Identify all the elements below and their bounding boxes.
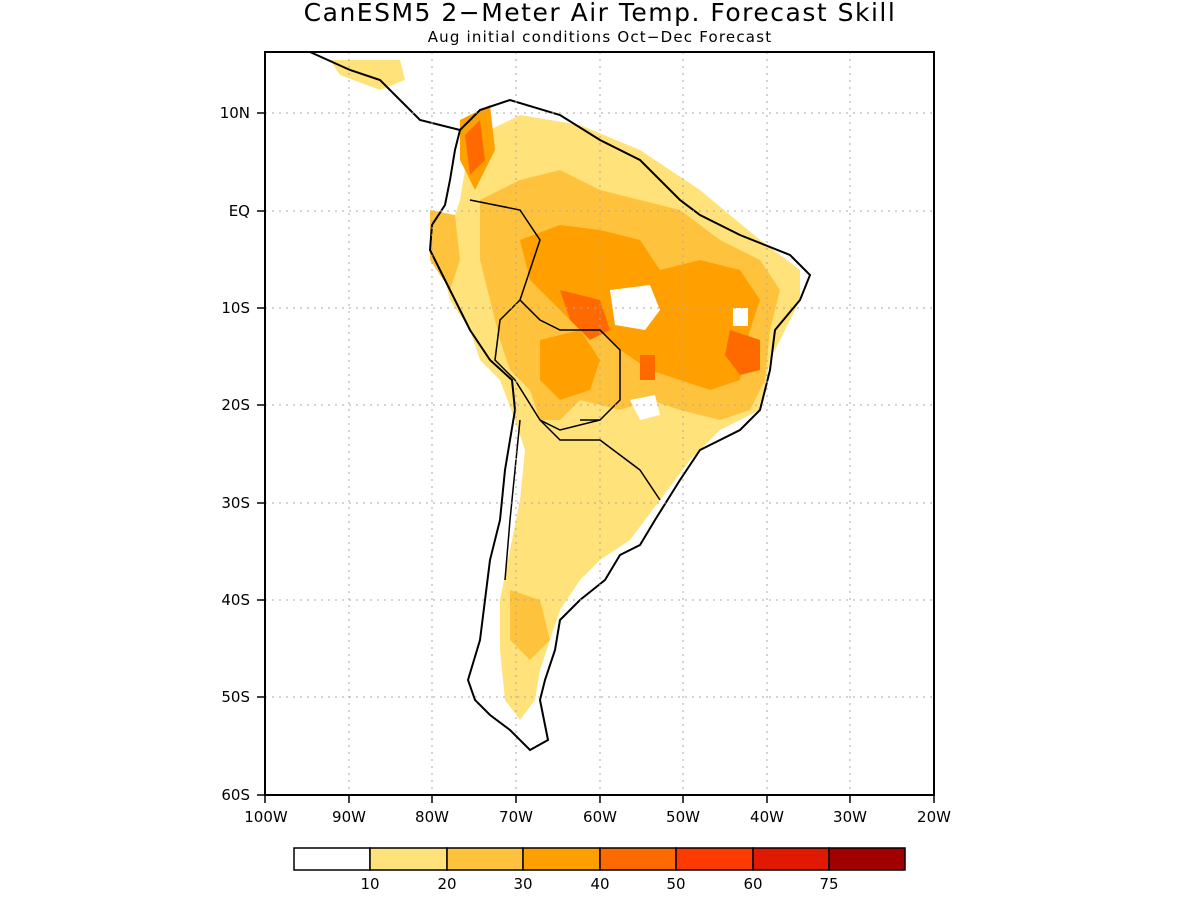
map-title: CanESM5 2−Meter Air Temp. Forecast Skill (303, 0, 897, 27)
colorbar-label: 75 (819, 875, 838, 893)
colorbar (293, 847, 906, 871)
colorbar-swatch (446, 847, 524, 871)
skill-region-high-1 (560, 290, 610, 340)
coastlines (309, 52, 812, 752)
colorbar-swatch (369, 847, 448, 871)
tick-marks (257, 112, 935, 803)
colorbar-labels: 10 20 30 40 50 60 75 (360, 875, 838, 893)
x-axis-labels: 100W 90W 80W 70W 60W 50W 40W 30W 20W (244, 808, 951, 826)
y-tick-label: 60S (221, 786, 250, 804)
x-tick-label: 50W (666, 808, 700, 826)
x-tick-label: 80W (415, 808, 449, 826)
skill-region-mid-3 (430, 210, 460, 290)
border-4 (504, 419, 521, 581)
skill-region-high-3 (465, 120, 485, 175)
x-tick-label: 100W (244, 808, 288, 826)
y-tick-label: 20S (221, 396, 250, 414)
south-america-coast (428, 98, 812, 752)
skill-hole-3 (630, 395, 660, 420)
skill-shading (330, 60, 800, 720)
y-tick-label: 30S (221, 494, 250, 512)
colorbar-swatch (522, 847, 601, 871)
x-tick-label: 70W (499, 808, 533, 826)
central-america-coast (309, 52, 461, 131)
colorbar-label: 60 (743, 875, 762, 893)
y-tick-label: 50S (221, 688, 250, 706)
gridlines (265, 52, 934, 795)
colorbar-swatch (599, 847, 677, 871)
colorbar-label: 10 (360, 875, 379, 893)
x-tick-label: 30W (833, 808, 867, 826)
skill-region-high-2 (725, 330, 760, 375)
colorbar-swatch (293, 847, 371, 871)
colorbar-swatch (828, 847, 906, 871)
colorbar-label: 50 (666, 875, 685, 893)
skill-hole-1 (610, 285, 660, 330)
y-tick-label: 10N (220, 104, 250, 122)
colorbar-label: 30 (513, 875, 532, 893)
skill-region-strong-2 (540, 330, 600, 400)
y-tick-label: 10S (221, 299, 250, 317)
x-tick-label: 40W (750, 808, 784, 826)
y-tick-label: EQ (229, 202, 250, 220)
y-axis-labels: 10N EQ 10S 20S 30S 40S 50S 60S (220, 104, 250, 804)
colorbar-swatch (752, 847, 830, 871)
x-tick-label: 20W (917, 808, 951, 826)
x-tick-label: 90W (332, 808, 366, 826)
map-subtitle: Aug initial conditions Oct−Dec Forecast (427, 28, 773, 46)
colorbar-label: 40 (590, 875, 609, 893)
colorbar-label: 20 (437, 875, 456, 893)
skill-region-high-4 (640, 355, 655, 380)
skill-region-mid-2 (510, 590, 550, 660)
border-1 (469, 199, 621, 421)
border-2 (494, 299, 601, 431)
y-tick-label: 40S (221, 591, 250, 609)
x-tick-label: 60W (583, 808, 617, 826)
colorbar-swatch (675, 847, 754, 871)
border-3 (539, 419, 661, 501)
skill-hole-2 (733, 308, 748, 326)
